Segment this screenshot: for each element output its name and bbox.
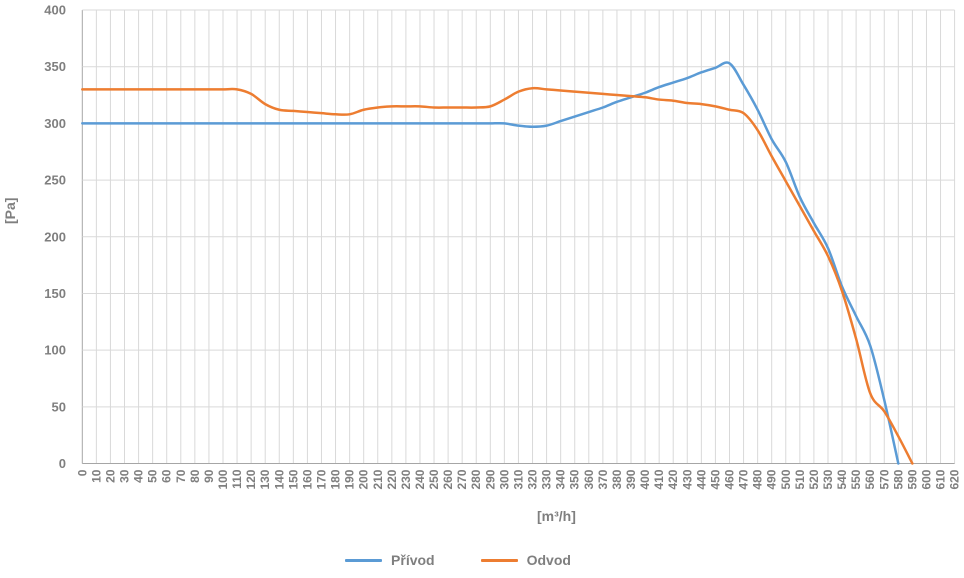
y-axis-title: [Pa]: [2, 197, 18, 224]
legend-item-privod[interactable]: Přívod: [345, 552, 435, 568]
x-tick-label: 190: [343, 469, 357, 489]
x-tick-label: 420: [666, 469, 680, 489]
y-tick-label: 200: [44, 229, 66, 244]
x-tick-label: 140: [272, 469, 286, 489]
x-tick-label: 550: [849, 469, 863, 489]
legend-item-odvod[interactable]: Odvod: [480, 552, 571, 568]
x-tick-label: 600: [919, 469, 933, 489]
y-tick-label: 100: [44, 343, 66, 358]
y-tick-label: 0: [59, 456, 66, 471]
x-tick-label: 480: [751, 469, 765, 489]
x-tick-label: 20: [103, 469, 117, 483]
x-tick-label: 300: [497, 469, 511, 489]
x-tick-label: 250: [427, 469, 441, 489]
x-tick-label: 590: [905, 469, 919, 489]
x-tick-label: 470: [737, 469, 751, 489]
x-tick-label: 160: [300, 469, 314, 489]
x-tick-label: 450: [708, 469, 722, 489]
x-tick-label: 540: [835, 469, 849, 489]
x-tick-label: 360: [582, 469, 596, 489]
legend-label-privod: Přívod: [391, 552, 435, 568]
x-tick-label: 390: [624, 469, 638, 489]
x-tick-label: 60: [160, 469, 174, 483]
y-tick-label: 350: [44, 59, 66, 74]
y-tick-label: 250: [44, 173, 66, 188]
legend: Přívod Odvod: [0, 552, 940, 568]
x-tick-label: 380: [610, 469, 624, 489]
x-tick-label: 490: [765, 469, 779, 489]
x-tick-label: 410: [652, 469, 666, 489]
x-tick-label: 100: [216, 469, 230, 489]
x-tick-label: 210: [371, 469, 385, 489]
x-tick-label: 170: [314, 469, 328, 489]
x-axis-title: [m³/h]: [537, 508, 576, 524]
privod-line-swatch-icon: [345, 558, 383, 562]
x-tick-label: 310: [511, 469, 525, 489]
series-line-odvod: [81, 86, 914, 465]
x-tick-label: 520: [807, 469, 821, 489]
y-tick-label: 150: [44, 286, 66, 301]
x-tick-label: 610: [934, 469, 948, 489]
x-tick-label: 260: [441, 469, 455, 489]
y-tick-label: 300: [44, 116, 66, 131]
x-tick-label: 50: [146, 469, 160, 483]
x-tick-label: 510: [793, 469, 807, 489]
x-tick-label: 90: [202, 469, 216, 483]
x-tick-label: 270: [455, 469, 469, 489]
x-tick-label: 130: [258, 469, 272, 489]
x-tick-label: 560: [863, 469, 877, 489]
x-tick-label: 180: [329, 469, 343, 489]
x-tick-label: 440: [694, 469, 708, 489]
x-tick-label: 40: [132, 469, 146, 483]
legend-label-odvod: Odvod: [526, 552, 571, 568]
x-tick-label: 30: [118, 469, 132, 483]
x-tick-label: 460: [722, 469, 736, 489]
x-tick-label: 530: [821, 469, 835, 489]
x-tick-label: 340: [554, 469, 568, 489]
x-tick-label: 290: [483, 469, 497, 489]
x-tick-label: 620: [948, 469, 962, 489]
x-tick-label: 570: [877, 469, 891, 489]
x-tick-label: 430: [680, 469, 694, 489]
series-line-privod: [81, 61, 900, 465]
x-tick-label: 330: [540, 469, 554, 489]
x-tick-label: 0: [75, 469, 89, 476]
x-tick-label: 320: [526, 469, 540, 489]
x-tick-label: 580: [891, 469, 905, 489]
x-tick-label: 370: [596, 469, 610, 489]
x-tick-label: 500: [779, 469, 793, 489]
y-tick-label: 50: [52, 399, 66, 414]
odvod-line-swatch-icon: [480, 558, 518, 562]
x-tick-label: 120: [244, 469, 258, 489]
x-tick-label: 10: [89, 469, 103, 483]
y-tick-label: 400: [44, 3, 66, 18]
x-tick-label: 240: [413, 469, 427, 489]
x-tick-label: 200: [357, 469, 371, 489]
x-tick-label: 220: [385, 469, 399, 489]
x-tick-label: 70: [174, 469, 188, 483]
x-tick-label: 400: [638, 469, 652, 489]
x-tick-label: 80: [188, 469, 202, 483]
x-tick-label: 280: [469, 469, 483, 489]
x-tick-label: 230: [399, 469, 413, 489]
x-tick-label: 350: [568, 469, 582, 489]
x-tick-label: 110: [230, 469, 244, 489]
x-tick-label: 150: [286, 469, 300, 489]
